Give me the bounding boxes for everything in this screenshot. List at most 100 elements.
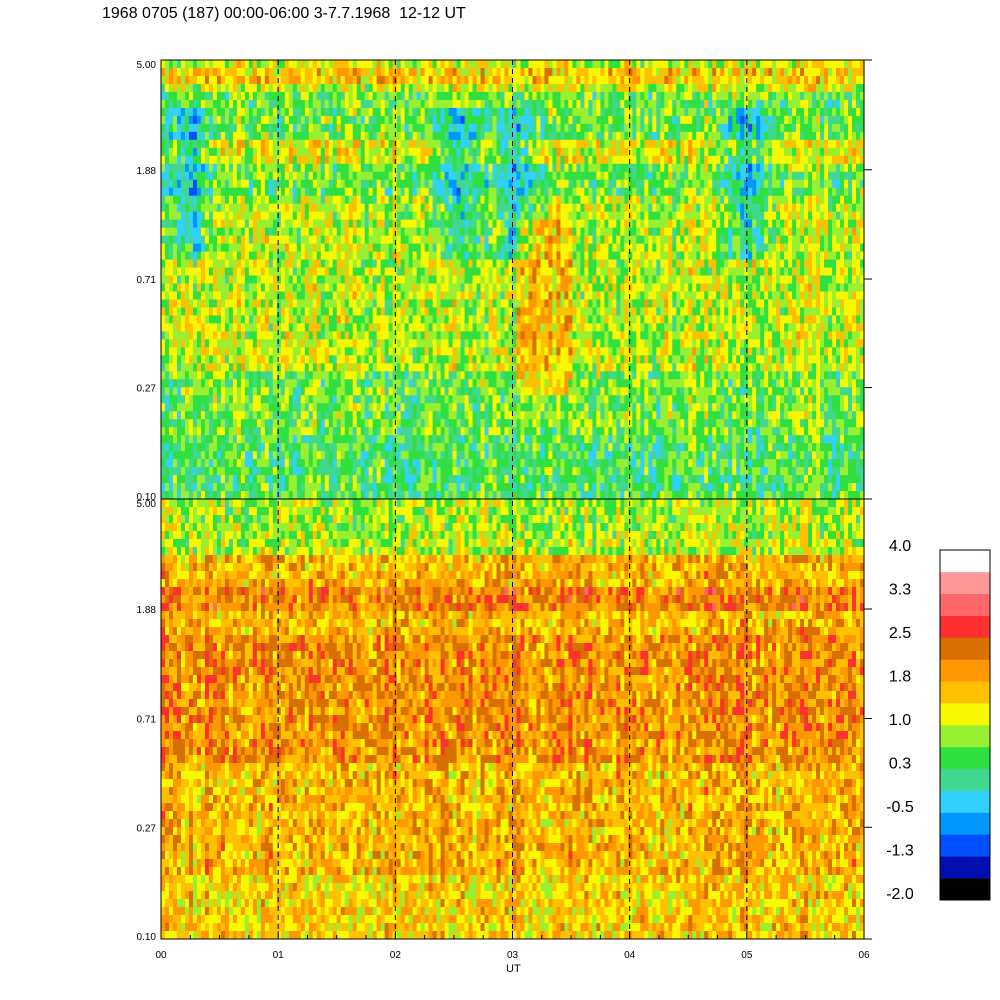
spectrogram-cell xyxy=(376,179,382,189)
spectrogram-cell xyxy=(220,363,226,372)
spectrogram-cell xyxy=(444,147,450,157)
spectrogram-cell xyxy=(488,203,494,213)
spectrogram-cell xyxy=(492,467,498,476)
spectrogram-cell xyxy=(280,467,286,476)
spectrogram-cell xyxy=(228,75,234,85)
spectrogram-cell xyxy=(196,451,202,460)
spectrogram-cell xyxy=(348,203,354,213)
spectrogram-cell xyxy=(228,291,234,301)
spectrogram-cell xyxy=(424,123,430,133)
spectrogram-cell xyxy=(168,379,174,388)
spectrogram-cell xyxy=(324,283,330,293)
spectrogram-cell xyxy=(184,235,190,245)
spectrogram-cell xyxy=(176,203,182,213)
spectrogram-cell xyxy=(316,403,322,412)
spectrogram-cell xyxy=(396,475,402,484)
spectrogram-cell xyxy=(340,195,346,205)
spectrogram-cell xyxy=(200,419,206,428)
spectrogram-cell xyxy=(348,155,354,165)
spectrogram-cell xyxy=(236,315,242,324)
spectrogram-cell xyxy=(164,203,170,213)
spectrogram-cell xyxy=(224,451,230,460)
spectrogram-cell xyxy=(448,371,454,380)
spectrogram-cell xyxy=(464,219,470,229)
spectrogram-cell xyxy=(440,259,446,269)
spectrogram-cell xyxy=(328,131,334,141)
spectrogram-cell xyxy=(320,491,326,499)
spectrogram-cell xyxy=(176,427,182,436)
spectrogram-cell xyxy=(196,275,202,285)
spectrogram-cell xyxy=(352,323,358,332)
spectrogram-cell xyxy=(496,75,502,85)
spectrogram-cell xyxy=(308,251,314,261)
spectrogram-cell xyxy=(196,211,202,221)
spectrogram-cell xyxy=(424,107,430,117)
spectrogram-cell xyxy=(404,395,410,404)
spectrogram-cell xyxy=(492,219,498,229)
spectrogram-cell xyxy=(404,443,410,452)
spectrogram-cell xyxy=(240,363,246,372)
spectrogram-cell xyxy=(232,355,238,364)
spectrogram-cell xyxy=(408,251,414,261)
spectrogram-cell xyxy=(436,363,442,372)
spectrogram-cell xyxy=(456,83,462,93)
spectrogram-cell xyxy=(300,131,306,141)
spectrogram-cell xyxy=(220,91,226,101)
spectrogram-cell xyxy=(432,203,438,213)
spectrogram-cell xyxy=(508,355,514,364)
spectrogram-cell xyxy=(320,371,326,380)
spectrogram-cell xyxy=(484,60,490,69)
spectrogram-cell xyxy=(272,403,278,412)
spectrogram-cell xyxy=(240,60,246,69)
spectrogram-cell xyxy=(468,355,474,364)
spectrogram-cell xyxy=(428,323,434,332)
spectrogram-cell xyxy=(232,323,238,332)
spectrogram-cell xyxy=(480,275,486,285)
spectrogram-cell xyxy=(172,459,178,468)
spectrogram-cell xyxy=(440,467,446,476)
spectrogram-cell xyxy=(512,227,518,237)
spectrogram-cell xyxy=(480,83,486,93)
spectrogram-cell xyxy=(232,187,238,197)
spectrogram-cell xyxy=(364,211,370,221)
spectrogram-cell xyxy=(416,243,422,253)
spectrogram-cell xyxy=(352,411,358,420)
spectrogram-cell xyxy=(172,219,178,229)
spectrogram-cell xyxy=(268,491,274,499)
spectrogram-cell xyxy=(376,211,382,221)
spectrogram-cell xyxy=(328,307,334,317)
spectrogram-cell xyxy=(512,307,518,317)
spectrogram-cell xyxy=(496,403,502,412)
spectrogram-cell xyxy=(452,299,458,309)
spectrogram-cell xyxy=(480,363,486,372)
spectrogram-cell xyxy=(180,379,186,388)
spectrogram-cell xyxy=(312,371,318,380)
spectrogram-cell xyxy=(320,387,326,396)
spectrogram-cell xyxy=(412,483,418,492)
spectrogram-cell xyxy=(324,163,330,173)
spectrogram-cell xyxy=(316,155,322,165)
spectrogram-cell xyxy=(344,163,350,173)
spectrogram-cell xyxy=(384,331,390,340)
spectrogram-cell xyxy=(164,83,170,93)
spectrogram-cell xyxy=(468,83,474,93)
spectrogram-cell xyxy=(492,163,498,173)
spectrogram-cell xyxy=(252,107,258,117)
spectrogram-cell xyxy=(232,99,238,109)
spectrogram-cell xyxy=(448,83,454,93)
spectrogram-cell xyxy=(161,147,166,157)
spectrogram-cell xyxy=(320,475,326,484)
spectrogram-cell xyxy=(272,419,278,428)
spectrogram-cell xyxy=(424,403,430,412)
spectrogram-cell xyxy=(464,339,470,348)
spectrogram-cell xyxy=(268,315,274,324)
spectrogram-cell xyxy=(328,411,334,420)
spectrogram-cell xyxy=(432,107,438,117)
spectrogram-cell xyxy=(460,163,466,173)
spectrogram-cell xyxy=(416,491,422,499)
spectrogram-cell xyxy=(404,459,410,468)
spectrogram-cell xyxy=(192,219,198,229)
spectrogram-cell xyxy=(424,83,430,93)
spectrogram-cell xyxy=(452,75,458,85)
spectrogram-cell xyxy=(412,427,418,436)
